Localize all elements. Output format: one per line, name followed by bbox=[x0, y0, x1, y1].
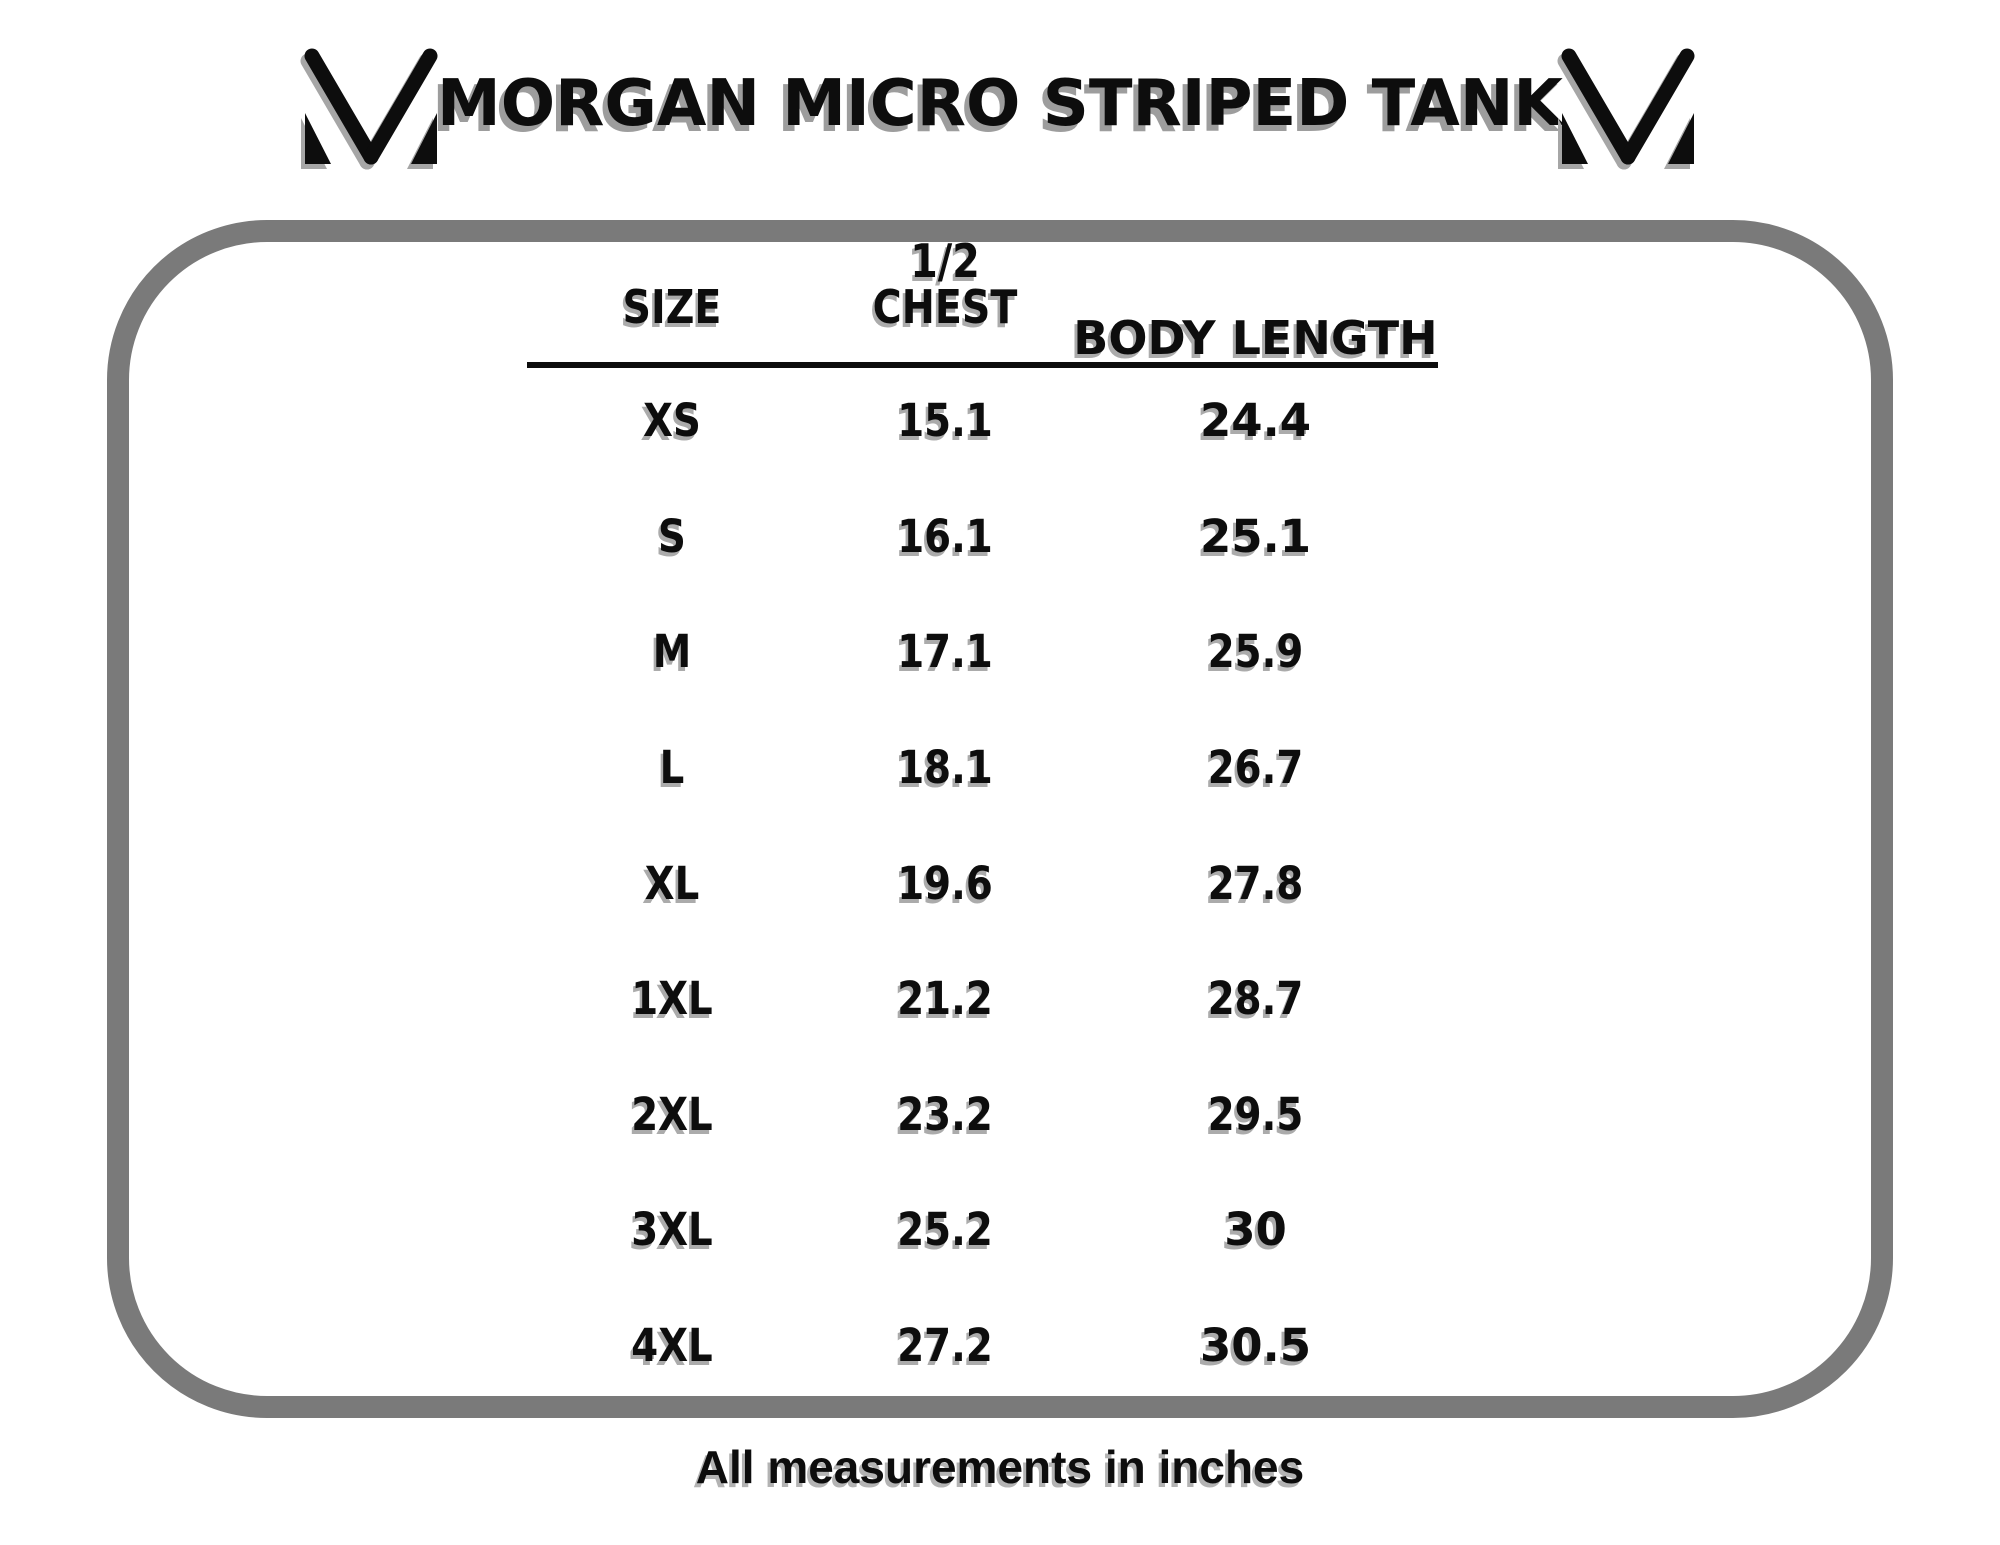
table-row: M 17.1 25.9 bbox=[527, 594, 1438, 710]
body-length-cell: 29.5 bbox=[1207, 1087, 1304, 1141]
table-row: S 16.1 25.1 bbox=[527, 479, 1438, 595]
m-monogram-icon bbox=[304, 48, 438, 165]
column-header-body-length: BODY LENGTH bbox=[1073, 311, 1438, 366]
table-row: L 18.1 26.7 bbox=[527, 710, 1438, 826]
chest-cell: 15.1 bbox=[897, 394, 993, 448]
chest-cell: 27.2 bbox=[897, 1319, 993, 1373]
chest-cell: 19.6 bbox=[897, 856, 993, 910]
table-row: XS 15.1 24.4 bbox=[527, 363, 1438, 479]
size-table: XS 15.1 24.4 S 16.1 25.1 M 17.1 25.9 L 1… bbox=[527, 363, 1438, 1403]
table-row: XL 19.6 27.8 bbox=[527, 825, 1438, 941]
body-length-cell: 25.1 bbox=[1199, 509, 1312, 563]
table-header-row: SIZE 1/2 CHEST BODY LENGTH bbox=[527, 238, 1438, 362]
chest-cell: 16.1 bbox=[897, 509, 993, 563]
size-cell: 2XL bbox=[631, 1087, 713, 1141]
table-row: 1XL 21.2 28.7 bbox=[527, 941, 1438, 1057]
chest-cell: 17.1 bbox=[897, 625, 993, 679]
body-length-cell: 25.9 bbox=[1207, 625, 1304, 679]
size-cell: 3XL bbox=[631, 1203, 713, 1257]
header-underline bbox=[527, 362, 1438, 368]
chart-frame bbox=[107, 220, 1893, 1418]
title-bar: MORGAN MICRO STRIPED TANK bbox=[0, 64, 2000, 194]
size-cell: M bbox=[652, 625, 692, 679]
chest-cell: 25.2 bbox=[897, 1203, 993, 1257]
size-cell: XL bbox=[644, 856, 700, 910]
body-length-cell: 28.7 bbox=[1207, 972, 1304, 1026]
column-header-chest: 1/2 CHEST bbox=[872, 234, 1018, 334]
body-length-cell: 26.7 bbox=[1207, 741, 1304, 795]
size-cell: 1XL bbox=[631, 972, 713, 1026]
column-header-size: SIZE bbox=[622, 280, 722, 334]
body-length-cell: 27.8 bbox=[1207, 856, 1304, 910]
m-monogram-icon bbox=[1561, 48, 1695, 165]
body-length-cell: 30.5 bbox=[1199, 1319, 1312, 1373]
chest-cell: 18.1 bbox=[897, 741, 993, 795]
size-cell: 4XL bbox=[631, 1319, 713, 1373]
table-row: 3XL 25.2 30 bbox=[527, 1172, 1438, 1288]
body-length-cell: 30 bbox=[1224, 1203, 1287, 1257]
page-title: MORGAN MICRO STRIPED TANK bbox=[437, 67, 1563, 141]
table-row: 4XL 27.2 30.5 bbox=[527, 1288, 1438, 1404]
body-length-cell: 24.4 bbox=[1199, 394, 1312, 448]
table-row: 2XL 23.2 29.5 bbox=[527, 1057, 1438, 1173]
size-cell: L bbox=[659, 741, 685, 795]
size-cell: S bbox=[658, 509, 686, 563]
size-cell: XS bbox=[643, 394, 701, 448]
measurement-unit-note: All measurements in inches bbox=[695, 1441, 1305, 1493]
chest-cell: 21.2 bbox=[897, 972, 993, 1026]
chest-cell: 23.2 bbox=[897, 1087, 993, 1141]
